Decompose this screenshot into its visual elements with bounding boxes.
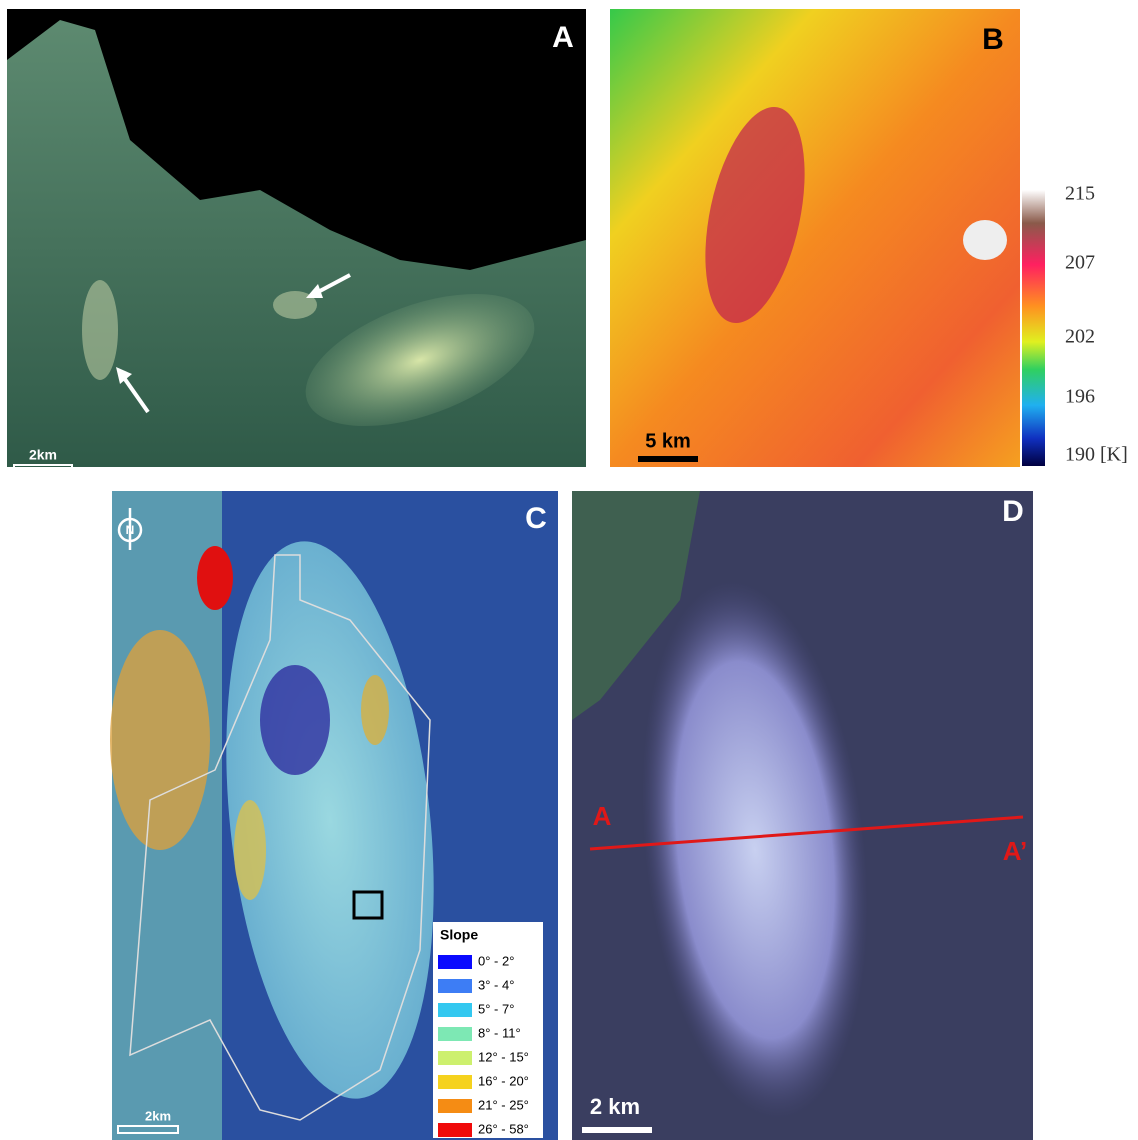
legend-swatch [438, 1099, 472, 1113]
legend-label: 8° - 11° [478, 1025, 521, 1040]
scale-bar [582, 1127, 652, 1133]
panel-label: A [552, 21, 574, 54]
legend-swatch [438, 979, 472, 993]
legend-swatch [438, 1003, 472, 1017]
legend-label: 0° - 2° [478, 953, 514, 968]
north-label: N [126, 523, 135, 537]
legend-swatch [438, 1027, 472, 1041]
legend-label: 5° - 7° [478, 1001, 514, 1016]
colorbar-tick-label: 215 [1065, 183, 1095, 205]
panel-label: B [982, 23, 1004, 56]
slope-region [197, 546, 233, 610]
scale-bar-label: 2km [145, 1108, 171, 1123]
thermal-image [610, 9, 1020, 467]
scale-bar-label: 2km [29, 447, 57, 463]
profile-end: A’ [1003, 836, 1028, 866]
legend-title: Slope [440, 927, 478, 943]
legend-label: 26° - 58° [478, 1121, 529, 1136]
figure: A 2km 215 207 202 196 190 [K] B 5 km N C Slo… [0, 0, 1138, 1140]
slope-region [361, 675, 389, 745]
legend-label: 21° - 25° [478, 1097, 529, 1112]
panel-label: C [525, 502, 547, 535]
legend-label: 3° - 4° [478, 977, 514, 992]
slope-region [234, 800, 266, 900]
colorbar-tick-label: 196 [1065, 386, 1095, 408]
legend-swatch [438, 955, 472, 969]
warm-patch [963, 220, 1007, 260]
colorbar [1022, 190, 1045, 466]
scale-bar-label: 5 km [645, 430, 691, 452]
legend-swatch [438, 1123, 472, 1137]
deposit [82, 280, 118, 380]
legend-label: 12° - 15° [478, 1049, 529, 1064]
legend-swatch [438, 1051, 472, 1065]
panel-label: D [1002, 495, 1024, 528]
scale-bar [638, 456, 698, 462]
slope-region [110, 630, 210, 850]
slope-region [260, 665, 330, 775]
colorbar-tick-label: 202 [1065, 326, 1095, 348]
colorbar-tick-label: 190 [K] [1065, 444, 1128, 466]
scale-bar-label: 2 km [590, 1094, 640, 1119]
profile-start: A [593, 801, 612, 831]
colorbar-tick-label: 207 [1065, 252, 1095, 274]
legend-swatch [438, 1075, 472, 1089]
legend-label: 16° - 20° [478, 1073, 529, 1088]
